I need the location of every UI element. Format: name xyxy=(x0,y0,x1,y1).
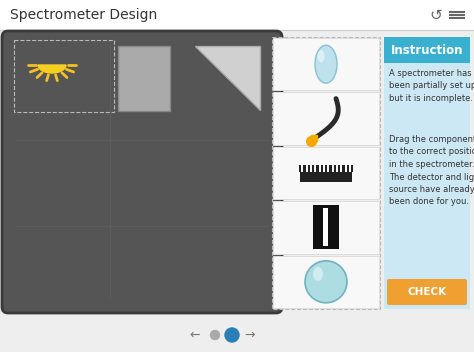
Bar xyxy=(14,40,114,112)
Text: CHECK: CHECK xyxy=(408,287,447,297)
Bar xyxy=(273,256,379,308)
Bar xyxy=(312,165,314,172)
Bar xyxy=(384,37,470,309)
Bar xyxy=(320,165,323,172)
Polygon shape xyxy=(38,65,66,73)
Bar xyxy=(273,201,379,253)
Bar xyxy=(351,165,353,172)
Ellipse shape xyxy=(315,45,337,83)
Bar xyxy=(325,165,327,172)
Text: ←: ← xyxy=(190,328,200,341)
Circle shape xyxy=(227,330,237,340)
Text: ↺: ↺ xyxy=(429,7,442,23)
Text: Drag the components
to the correct position
in the spectrometer.
The detector an: Drag the components to the correct posit… xyxy=(389,135,474,207)
Ellipse shape xyxy=(305,261,347,303)
Ellipse shape xyxy=(318,50,325,62)
Bar xyxy=(316,165,319,172)
Bar xyxy=(334,165,336,172)
Circle shape xyxy=(228,331,236,339)
Bar xyxy=(300,172,352,182)
Text: Spectrometer Design: Spectrometer Design xyxy=(10,8,157,22)
Bar xyxy=(323,208,328,246)
Circle shape xyxy=(225,328,239,342)
Text: A spectrometer has
been partially set up
but it is incomplete.: A spectrometer has been partially set up… xyxy=(389,69,474,103)
Bar xyxy=(384,37,470,63)
Text: Instruction: Instruction xyxy=(391,44,463,57)
Bar xyxy=(342,165,345,172)
FancyBboxPatch shape xyxy=(387,279,467,305)
Bar xyxy=(303,165,306,172)
Circle shape xyxy=(210,331,219,339)
Polygon shape xyxy=(195,46,260,110)
Bar xyxy=(272,37,380,309)
Bar xyxy=(338,165,340,172)
Ellipse shape xyxy=(313,267,323,281)
Bar xyxy=(308,165,310,172)
Bar xyxy=(0,0,474,30)
Bar xyxy=(273,147,379,199)
Bar xyxy=(346,165,349,172)
Bar xyxy=(118,46,170,111)
Bar xyxy=(299,165,301,172)
Bar xyxy=(273,38,379,90)
Text: →: → xyxy=(245,328,255,341)
Bar xyxy=(313,206,339,250)
Bar xyxy=(273,92,379,145)
Bar xyxy=(329,165,332,172)
FancyBboxPatch shape xyxy=(2,31,282,313)
